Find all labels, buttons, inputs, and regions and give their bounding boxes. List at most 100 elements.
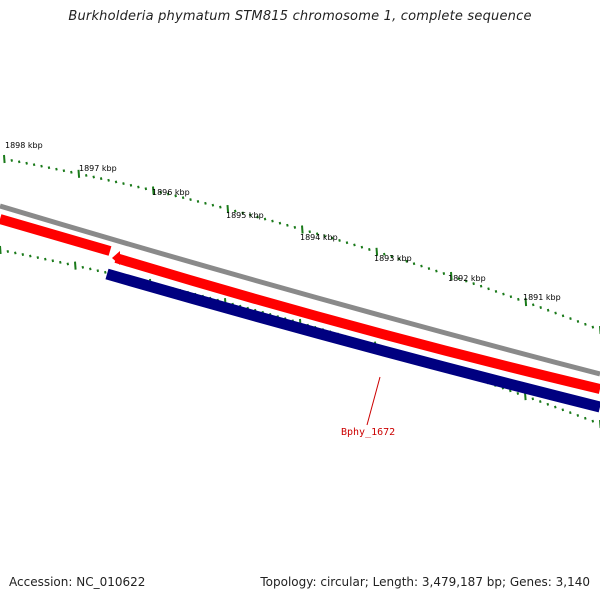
outer-ring-minor-tick	[99, 177, 103, 181]
outer-ring-minor-tick	[248, 213, 252, 217]
outer-ring-minor-tick	[531, 303, 535, 307]
outer-ring-minor-tick	[107, 178, 110, 182]
outer-ring-major-tick	[375, 247, 379, 256]
inner-ring-minor-tick	[569, 411, 572, 415]
outer-ring-minor-tick	[129, 183, 133, 187]
inner-ring-minor-tick	[546, 402, 550, 406]
inner-ring-minor-tick	[584, 416, 587, 420]
outer-ring-minor-tick	[308, 230, 312, 234]
outer-ring-minor-tick	[70, 170, 73, 174]
outer-ring-minor-tick	[114, 180, 118, 184]
inner-ring-minor-tick	[59, 260, 62, 264]
inner-ring-minor-tick	[516, 391, 520, 395]
outer-ring-minor-tick	[561, 314, 565, 318]
outer-ring-minor-tick	[390, 255, 393, 258]
outer-ring-minor-tick	[457, 277, 461, 280]
outer-ring-minor-tick	[263, 217, 267, 221]
outer-ring-minor-tick	[219, 205, 222, 209]
inner-ring-major-tick	[0, 245, 2, 255]
outer-ring-minor-tick	[47, 166, 51, 170]
outer-ring-minor-tick	[174, 194, 177, 198]
topology-stats-label: Topology: circular; Length: 3,479,187 bp…	[260, 575, 590, 589]
outer-ring-minor-tick	[144, 187, 148, 191]
outer-ring-minor-tick	[487, 287, 490, 291]
outer-ring-minor-tick	[494, 289, 498, 293]
outer-ring-minor-tick	[84, 173, 88, 177]
outer-ring-minor-tick	[584, 322, 587, 326]
outer-ring-minor-tick	[502, 292, 505, 296]
outer-ring-minor-tick	[204, 201, 207, 205]
outer-ring-major-tick	[301, 225, 304, 234]
forward-gene-main[interactable]	[114, 253, 600, 394]
outer-ring-minor-tick	[382, 252, 386, 256]
kbp-label-1897: 1897 kbp	[79, 164, 117, 173]
outer-ring-minor-tick	[32, 163, 36, 167]
outer-ring-minor-tick	[345, 241, 349, 245]
outer-ring-minor-tick	[435, 269, 438, 273]
outer-ring-minor-tick	[412, 262, 416, 266]
inner-ring-minor-tick	[14, 251, 17, 255]
outer-ring-minor-tick	[315, 232, 319, 236]
outer-ring-minor-tick	[569, 317, 572, 321]
inner-ring-minor-tick	[96, 269, 100, 273]
outer-ring-minor-tick	[17, 160, 21, 164]
outer-ring-minor-tick	[517, 297, 520, 301]
forward-gene-left	[0, 214, 112, 256]
inner-ring-minor-tick	[66, 262, 70, 266]
kbp-label-1891: 1891 kbp	[523, 293, 561, 302]
outer-ring-minor-tick	[40, 164, 43, 168]
outer-ring-minor-tick	[196, 199, 200, 203]
outer-ring-minor-tick	[211, 203, 215, 207]
kbp-label-1895: 1895 kbp	[226, 211, 264, 220]
inner-ring-minor-tick	[6, 250, 10, 253]
outer-ring-minor-tick	[159, 190, 163, 194]
outer-ring-minor-tick	[166, 192, 170, 196]
kbp-label-1894: 1894 kbp	[300, 233, 338, 242]
outer-ring-minor-tick	[420, 264, 423, 268]
outer-ring-minor-tick	[241, 211, 244, 215]
outer-ring-minor-tick	[479, 284, 483, 288]
inner-ring-minor-tick	[561, 408, 565, 412]
gene-label-bphy-1672[interactable]: Bphy_1672	[341, 427, 395, 438]
outer-ring-minor-tick	[464, 279, 468, 283]
outer-ring-minor-tick	[442, 272, 446, 275]
outer-ring-minor-tick	[397, 257, 401, 261]
outer-tick-ring	[3, 154, 600, 335]
outer-ring-minor-tick	[286, 223, 289, 227]
outer-ring-major-tick	[3, 154, 6, 164]
accession-label: Accession: NC_010622	[9, 575, 146, 589]
outer-ring-minor-tick	[181, 196, 185, 200]
kbp-label-1896: 1896 kbp	[152, 188, 190, 197]
outer-ring-minor-tick	[233, 209, 237, 213]
outer-ring-minor-tick	[323, 234, 326, 238]
inner-ring-minor-tick	[89, 267, 92, 271]
outer-ring-minor-tick	[360, 245, 364, 249]
inner-ring-minor-tick	[51, 259, 55, 263]
inner-ring-minor-tick	[36, 256, 40, 260]
outer-ring-minor-tick	[189, 198, 192, 201]
outer-ring-minor-tick	[256, 215, 259, 219]
outer-ring-minor-tick	[509, 295, 513, 299]
outer-ring-major-tick	[226, 204, 230, 214]
inner-ring-minor-tick	[29, 254, 32, 258]
outer-ring-major-tick	[152, 186, 155, 195]
map-title: Burkholderia phymatum STM815 chromosome …	[68, 9, 532, 24]
outer-ring-minor-tick	[472, 282, 475, 286]
inner-ring-minor-tick	[554, 405, 557, 409]
outer-ring-major-tick	[77, 169, 81, 178]
reverse-gene-bphy-1672[interactable]	[105, 268, 600, 413]
kbp-label-1898: 1898 kbp	[5, 141, 43, 150]
backbone-ring	[0, 203, 600, 377]
outer-ring-minor-tick	[546, 308, 550, 312]
outer-ring-minor-tick	[539, 306, 542, 309]
outer-ring-minor-tick	[55, 167, 58, 171]
gene-label-leader	[366, 376, 381, 426]
outer-ring-minor-tick	[591, 325, 595, 329]
inner-ring-minor-tick	[44, 257, 47, 261]
outer-ring-minor-tick	[293, 225, 297, 229]
outer-ring-minor-tick	[62, 169, 66, 173]
outer-ring-minor-tick	[554, 311, 557, 315]
outer-ring-minor-tick	[368, 248, 371, 251]
outer-ring-minor-tick	[330, 236, 334, 240]
